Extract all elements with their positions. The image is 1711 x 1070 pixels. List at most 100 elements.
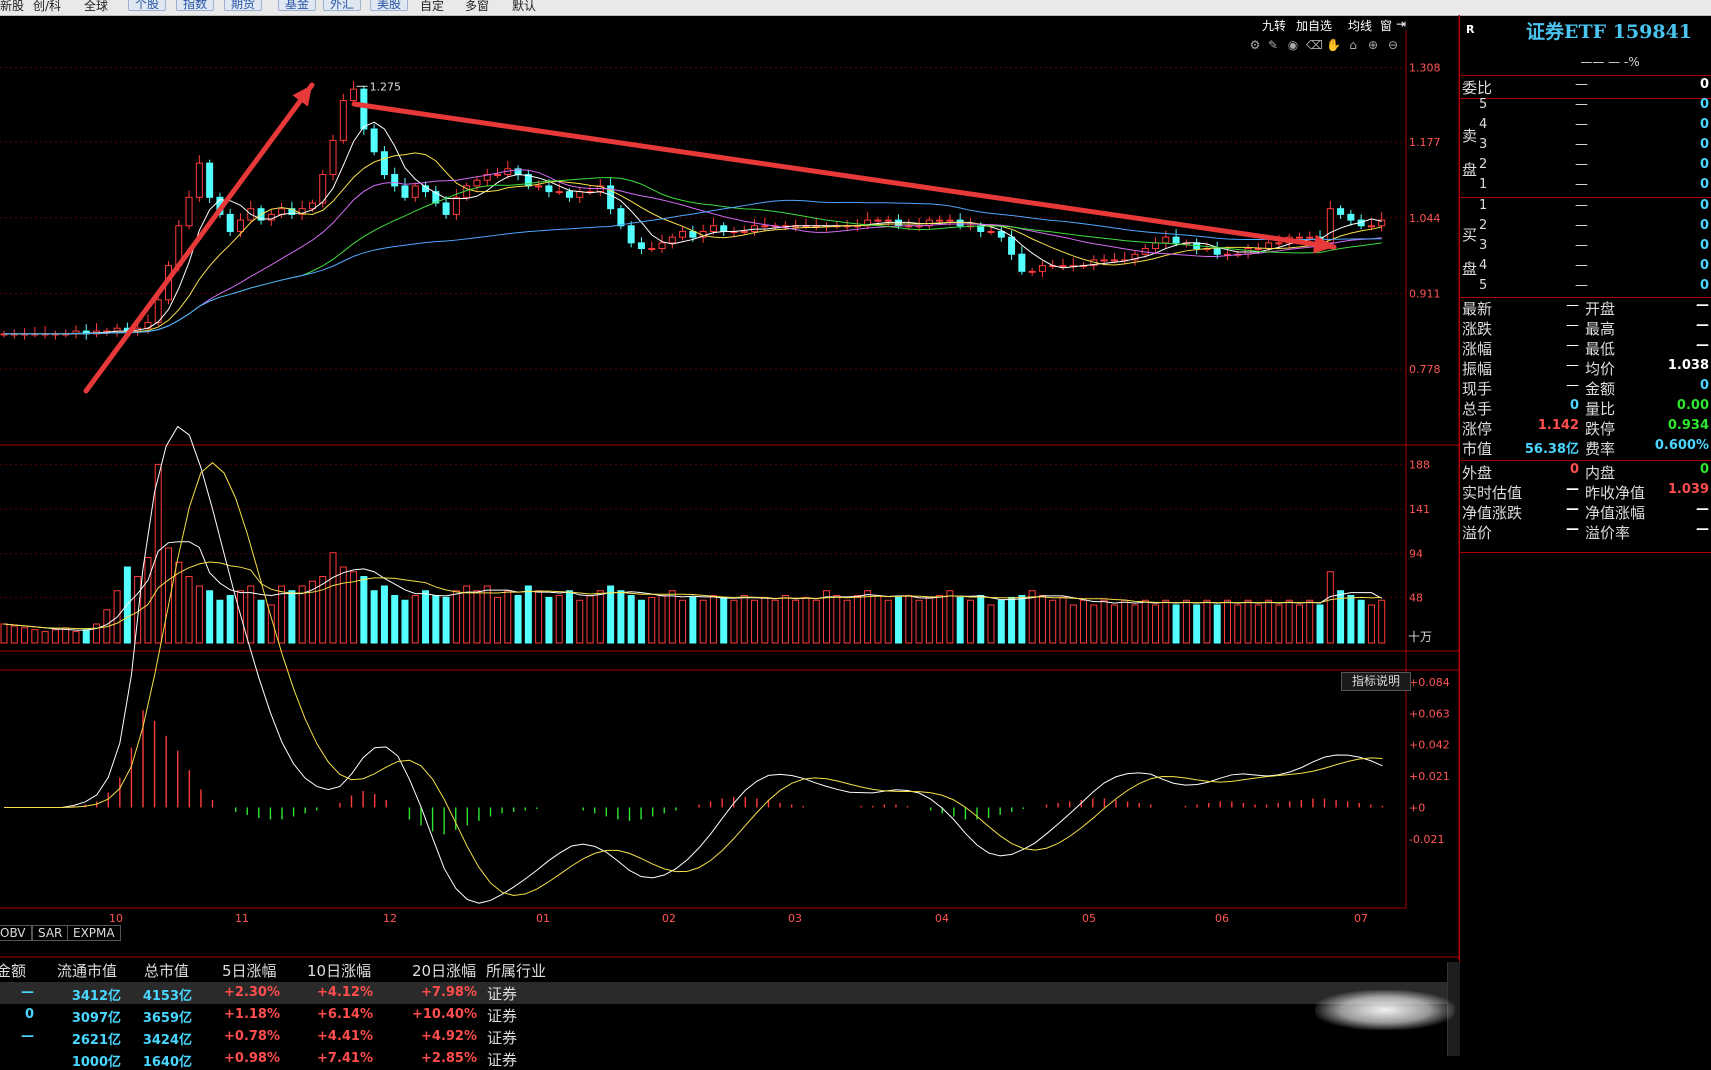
volume-bar [833, 595, 841, 644]
menu-item-10[interactable]: 多窗 [465, 0, 490, 13]
trash-icon[interactable]: ⌫ [1306, 38, 1323, 52]
candle [1326, 208, 1334, 244]
sell-label: 卖盘 [1462, 127, 1478, 179]
menu-item-1[interactable]: 创/科 [33, 0, 62, 13]
col-amount[interactable]: 金额 [0, 962, 27, 980]
col-5d-change[interactable]: 5日涨幅 [222, 962, 277, 980]
volume-bar [864, 590, 872, 644]
volume-bar [1223, 599, 1231, 644]
gear-icon[interactable]: ⚙ [1249, 38, 1261, 52]
volume-bar [267, 604, 275, 644]
add-watchlist-button[interactable]: 加自选 [1296, 19, 1333, 33]
table-row[interactable]: 0 3097亿 3659亿 +1.18% +6.14% +10.40% 证券 [24, 1007, 518, 1026]
volume-bar [195, 585, 203, 644]
downtrend-arrow [351, 101, 1337, 250]
stat-row: 涨停 1.142 跌停 0.934 [1462, 418, 1709, 438]
exit-icon[interactable]: ⇥ [1396, 17, 1407, 31]
col-industry[interactable]: 所属行业 [486, 962, 547, 980]
volume-bar [1038, 595, 1046, 644]
candle [1337, 208, 1345, 215]
price-tick-label: 1.177 [1409, 136, 1441, 149]
volume-bar [175, 561, 183, 644]
candle [1295, 236, 1303, 239]
candle [1131, 253, 1139, 261]
volume-bar [1285, 599, 1293, 644]
candle [751, 225, 759, 232]
menu-item-4[interactable]: 指数 [176, 0, 215, 11]
candle [298, 208, 306, 215]
smudge [1315, 990, 1455, 1030]
volume-bar [781, 595, 789, 644]
eye-icon[interactable]: ◉ [1287, 38, 1299, 52]
volume-bar [1141, 599, 1149, 644]
candle [1100, 259, 1108, 262]
tab-sar[interactable]: SAR [32, 925, 69, 941]
candle [350, 88, 358, 102]
volume-bar [360, 576, 368, 644]
pencil-icon[interactable]: ✎ [1267, 38, 1279, 52]
menu-item-8[interactable]: 美股 [370, 0, 409, 11]
price-tick-label: 1.308 [1409, 62, 1441, 75]
r-label: R [1466, 23, 1475, 36]
candle [555, 191, 563, 194]
table-row[interactable]: —3412亿 4153亿 +2.30% +4.12% +7.98% 证券 [0, 982, 1459, 1004]
menu-item-6[interactable]: 基金 [278, 0, 317, 11]
candle [884, 219, 892, 222]
menu-item-2[interactable]: 全球 [84, 0, 109, 13]
sell-order-row: 1—0 [1479, 177, 1709, 192]
macd-tick-label: +0.021 [1409, 770, 1450, 783]
indicator-help-button[interactable]: 指标说明 [1341, 672, 1411, 691]
tab-expma[interactable]: EXPMA [67, 925, 121, 941]
candle [411, 185, 419, 198]
volume-unit-label: 十万 [1408, 630, 1432, 644]
stat-row: 涨幅 — 最低 — [1462, 338, 1709, 358]
volume-bar [1234, 604, 1242, 644]
volume-bar [925, 596, 933, 644]
tab-obv[interactable]: OBV [0, 925, 32, 941]
candle [1306, 236, 1314, 239]
col-total-cap[interactable]: 总市值 [144, 962, 190, 980]
volume-bar [494, 596, 502, 644]
volume-bar [463, 585, 471, 644]
zoom-in-icon[interactable]: ⊕ [1367, 38, 1379, 52]
kline-chart[interactable]: 1.308 1.177 1.044 0.911 0.778 1.275 188 141 94 48… [0, 15, 1459, 960]
col-20d-change[interactable]: 20日涨幅 [412, 962, 477, 980]
menu-item-5[interactable]: 期货 [224, 0, 263, 11]
volume-bar [1100, 599, 1108, 644]
menu-item-7[interactable]: 外汇 [323, 0, 362, 11]
col-10d-change[interactable]: 10日涨幅 [307, 962, 372, 980]
menu-item-11[interactable]: 默认 [512, 0, 537, 13]
volume-bar [31, 629, 39, 644]
volume-bar [1378, 599, 1386, 644]
col-float-cap[interactable]: 流通市值 [57, 962, 118, 980]
volume-bar [10, 625, 18, 644]
volume-bar [1131, 604, 1139, 644]
volume-bar [740, 595, 748, 644]
menu-item-3[interactable]: 个股 [128, 0, 167, 11]
window-button[interactable]: 窗 [1380, 19, 1393, 33]
volume-bar [617, 590, 625, 644]
divider [1460, 197, 1711, 198]
table-row[interactable]: —2621亿 3424亿 +0.78% +4.41% +4.92% 证券 [21, 1029, 518, 1048]
menu-item-9[interactable]: 自定 [420, 0, 445, 13]
volume-bar [1121, 599, 1129, 644]
candle [1347, 213, 1355, 221]
table-row[interactable]: 1000亿 1640亿 +0.98% +7.41% +2.85% 证券 [71, 1051, 518, 1070]
buy-order-row: 1—0 [1479, 198, 1709, 213]
volume-bar [93, 623, 101, 644]
volume-bar [432, 595, 440, 644]
menu-item-0[interactable]: 新股 [0, 0, 25, 13]
volume-bar [401, 599, 409, 644]
ma-button[interactable]: 均线 [1348, 19, 1373, 33]
jiuzhuan-button[interactable]: 九转 [1262, 19, 1287, 33]
candle [987, 230, 995, 233]
volume-bar [524, 585, 532, 644]
peak-label: 1.275 [370, 80, 402, 93]
zoom-out-icon[interactable]: ⊖ [1387, 38, 1399, 52]
lock-icon[interactable]: ⌂ [1349, 38, 1357, 52]
hand-icon[interactable]: ✋ [1326, 38, 1341, 52]
x-tick-label: 12 [383, 912, 397, 925]
volume-bar [247, 585, 255, 644]
volume-bar [483, 585, 491, 644]
divider [1460, 552, 1711, 553]
